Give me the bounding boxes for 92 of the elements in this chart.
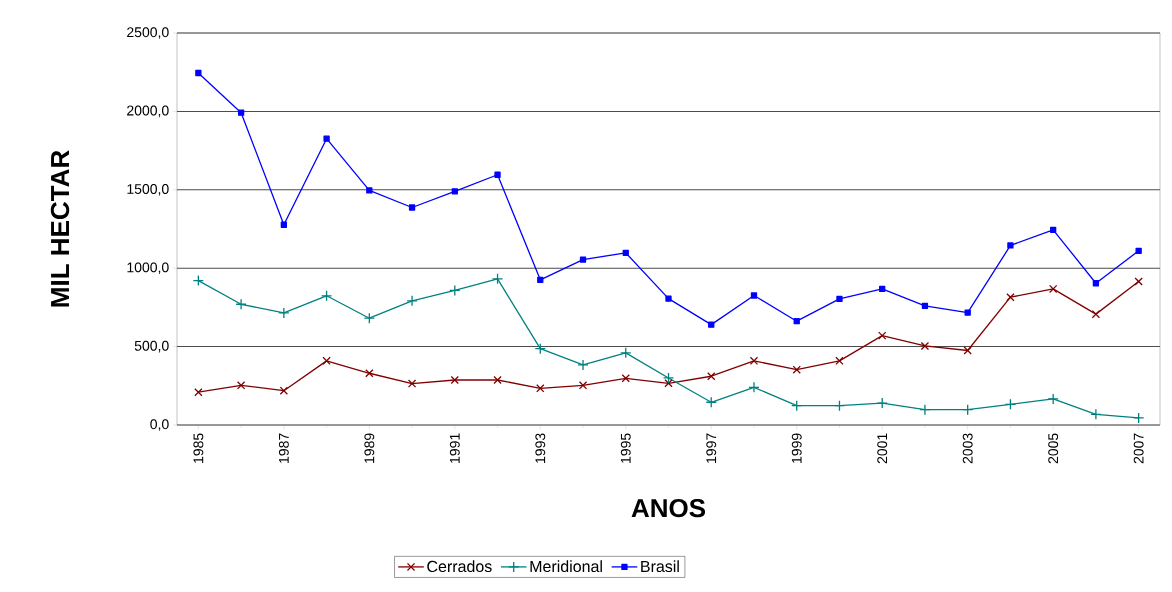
point [366, 187, 373, 194]
point [365, 369, 374, 378]
y-tick-label: 2000,0 [127, 105, 169, 118]
point [494, 171, 501, 178]
x-tick-label: 1985 [193, 433, 204, 463]
x-tick-label: 1987 [278, 433, 289, 463]
x-tick-label: 2005 [1048, 433, 1059, 464]
point [1004, 398, 1017, 410]
point [1134, 277, 1143, 286]
point [620, 347, 632, 359]
x-tick-label: 1997 [706, 433, 717, 463]
point [793, 318, 800, 325]
x-tick-label: 1999 [791, 433, 802, 463]
point [194, 388, 203, 397]
point [195, 69, 202, 77]
point [919, 403, 931, 416]
point [621, 374, 630, 383]
point [323, 135, 330, 142]
legend-label: Meridional [530, 560, 602, 573]
point [451, 188, 458, 195]
point [536, 384, 545, 393]
point [537, 276, 544, 283]
point [577, 359, 589, 371]
point [491, 273, 504, 285]
point [963, 346, 972, 355]
y-tick-label: 2500,0 [127, 27, 169, 39]
point [705, 396, 717, 408]
legend-label: Brasil [641, 560, 679, 573]
point [408, 204, 416, 211]
point [236, 381, 246, 390]
point [406, 295, 418, 307]
y-tick-label: 1000,0 [127, 262, 169, 274]
point [836, 295, 843, 303]
point [878, 331, 887, 340]
point [707, 372, 716, 381]
point [708, 321, 715, 328]
point [578, 381, 588, 390]
point [278, 307, 290, 319]
point [579, 256, 587, 263]
point [921, 302, 929, 309]
point [962, 403, 974, 416]
point [534, 342, 546, 355]
y-axis-title: MIL HECTAR [50, 150, 70, 307]
point [407, 379, 417, 388]
point [662, 372, 675, 384]
point [493, 375, 502, 385]
x-tick-label: 1995 [620, 433, 631, 463]
point [1048, 284, 1058, 294]
point [1135, 247, 1142, 254]
point [1007, 242, 1014, 249]
point [235, 298, 247, 310]
point [1006, 293, 1015, 302]
point [192, 274, 205, 287]
point [792, 365, 801, 374]
point [1091, 309, 1101, 319]
point [876, 397, 888, 409]
point [449, 284, 461, 297]
point [279, 386, 289, 395]
point [320, 290, 333, 302]
point [920, 341, 930, 351]
point [1132, 412, 1145, 424]
point [363, 312, 375, 324]
point [750, 292, 758, 299]
x-tick-label: 1991 [449, 433, 460, 463]
point [280, 221, 287, 228]
x-tick-label: 2007 [1133, 433, 1144, 464]
x-tick-label: 2003 [962, 433, 973, 464]
point [879, 285, 886, 293]
x-axis-title: ANOS [631, 498, 706, 518]
point [665, 295, 672, 302]
y-tick-label: 1500,0 [127, 184, 169, 196]
point [1050, 226, 1057, 233]
y-tick-label: 500,0 [134, 340, 169, 353]
point [964, 309, 971, 316]
point [835, 356, 844, 366]
point [664, 379, 673, 388]
point [1090, 408, 1102, 420]
x-tick-label: 1993 [535, 433, 546, 463]
point [749, 356, 759, 366]
point [1047, 393, 1059, 405]
point [833, 400, 846, 412]
legend-label: Cerrados [427, 560, 492, 573]
point [791, 400, 803, 412]
point [1092, 280, 1100, 287]
x-tick-label: 1989 [364, 433, 375, 463]
point [622, 249, 629, 256]
point [450, 375, 459, 385]
x-tick-label: 2001 [877, 433, 888, 464]
y-tick-label: 0,0 [150, 419, 169, 431]
point [322, 356, 331, 366]
point [748, 381, 760, 394]
point [237, 109, 245, 116]
